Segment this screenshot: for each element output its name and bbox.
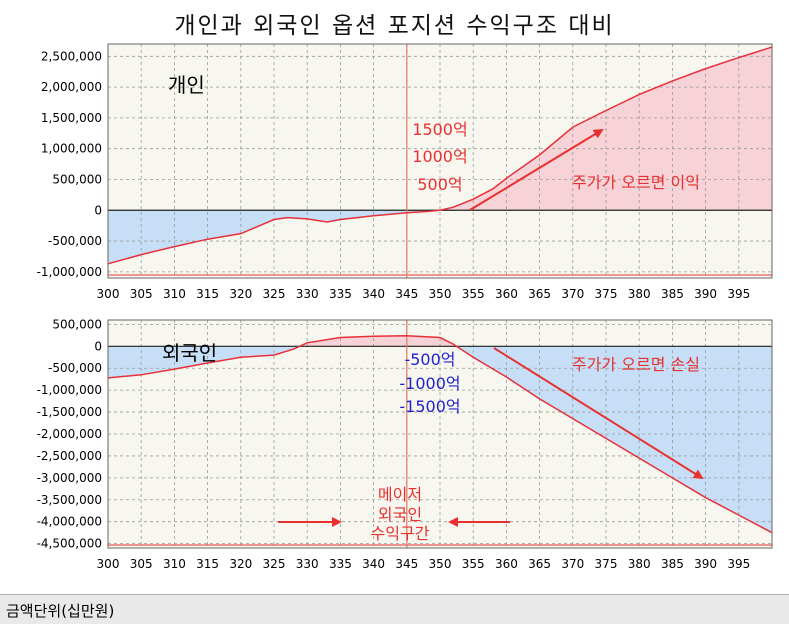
trend-annotation: 주가가 오르면 이익 [572, 173, 700, 192]
y-tick-label: 0 [94, 203, 102, 217]
zone-annotation: 수익구간 [371, 524, 430, 543]
zone-annotation: 외국인 [378, 505, 422, 524]
y-tick-label: -500,000 [48, 234, 102, 248]
plot-frame [107, 319, 773, 549]
y-tick-label: 500,000 [52, 172, 102, 186]
x-tick-label: 350 [429, 287, 452, 301]
x-tick-label: 360 [495, 557, 518, 571]
level-annotation: 1000억 [412, 147, 467, 166]
x-tick-label: 330 [296, 287, 319, 301]
x-tick-label: 325 [263, 557, 286, 571]
level-annotation: 500억 [417, 175, 462, 194]
x-tick-label: 320 [229, 557, 252, 571]
y-tick-label: 2,000,000 [41, 80, 102, 94]
x-tick-label: 315 [196, 287, 219, 301]
profit-area [108, 47, 772, 211]
x-tick-label: 315 [196, 557, 219, 571]
level-annotation: -1000억 [399, 374, 460, 393]
y-tick-label: 1,500,000 [41, 111, 102, 125]
x-tick-label: 395 [727, 557, 750, 571]
status-bar: 금액단위(십만원) [0, 594, 789, 624]
bottom-chart-panel: 500,000 0 -500,000 -1,000,000 -1,500,000 -2,0… [37, 317, 773, 571]
trend-annotation: 주가가 오르면 손실 [572, 355, 700, 374]
y-tick-label: -500,000 [48, 361, 102, 375]
x-tick-label: 305 [130, 557, 153, 571]
charts-canvas: 2,500,000 2,000,000 1,500,000 1,000,000 500,… [37, 43, 773, 571]
x-tick-label: 355 [462, 557, 485, 571]
zone-annotation: 메이저 [378, 485, 422, 504]
y-tick-label: -1,000,000 [37, 383, 102, 397]
x-tick-label: 330 [296, 557, 319, 571]
y-tick-label: 2,500,000 [41, 49, 102, 63]
x-tick-label: 390 [694, 287, 717, 301]
x-tick-label: 350 [429, 557, 452, 571]
chart-title: 개인과 외국인 옵션 포지션 수익구조 대비 [174, 13, 615, 39]
trend-arrow [493, 347, 704, 480]
x-tick-label: 365 [528, 287, 551, 301]
payoff-line [107, 46, 773, 265]
x-tick-label: 395 [727, 287, 750, 301]
x-tick-label: 355 [462, 287, 485, 301]
x-tick-label: 370 [561, 287, 584, 301]
x-tick-label: 375 [595, 557, 618, 571]
x-tick-label: 380 [628, 287, 651, 301]
series-label: 개인 [168, 73, 205, 97]
y-tick-label: -3,500,000 [37, 493, 102, 507]
y-tick-label: 500,000 [52, 317, 102, 331]
x-tick-label: 380 [628, 557, 651, 571]
x-tick-label: 340 [362, 287, 385, 301]
level-annotation: -500억 [404, 350, 455, 369]
x-tick-label: 385 [661, 557, 684, 571]
y-tick-label: -2,000,000 [37, 427, 102, 441]
x-tick-label: 305 [130, 287, 153, 301]
x-tick-label: 345 [395, 287, 418, 301]
series-label: 외국인 [162, 341, 217, 365]
x-tick-label: 360 [495, 287, 518, 301]
x-tick-label: 310 [163, 287, 186, 301]
trend-arrow [469, 128, 604, 211]
y-tick-label: -4,000,000 [37, 515, 102, 529]
x-tick-label: 370 [561, 557, 584, 571]
x-tick-label: 335 [329, 287, 352, 301]
y-tick-label: 0 [94, 339, 102, 353]
x-tick-label: 385 [661, 287, 684, 301]
top-chart-panel: 2,500,000 2,000,000 1,500,000 1,000,000 500,… [37, 43, 773, 301]
y-tick-label: -4,500,000 [37, 537, 102, 551]
payoff-line [107, 335, 773, 534]
unit-label: 금액단위(십만원) [6, 602, 115, 620]
x-tick-label: 375 [595, 287, 618, 301]
y-tick-label: -3,000,000 [37, 471, 102, 485]
x-tick-label: 300 [97, 557, 120, 571]
plot-frame [107, 43, 773, 279]
level-annotation: 1500억 [412, 120, 467, 139]
x-tick-label: 325 [263, 287, 286, 301]
x-tick-label: 310 [163, 557, 186, 571]
x-tick-label: 300 [97, 287, 120, 301]
y-tick-label: -2,500,000 [37, 449, 102, 463]
x-tick-label: 345 [395, 557, 418, 571]
x-tick-label: 365 [528, 557, 551, 571]
level-annotation: -1500억 [399, 397, 460, 416]
x-tick-label: 320 [229, 287, 252, 301]
y-tick-label: -1,000,000 [37, 265, 102, 279]
loss-area [108, 210, 440, 264]
x-tick-label: 390 [694, 557, 717, 571]
x-tick-label: 335 [329, 557, 352, 571]
y-tick-label: -1,500,000 [37, 405, 102, 419]
x-tick-label: 340 [362, 557, 385, 571]
y-tick-label: 1,000,000 [41, 142, 102, 156]
